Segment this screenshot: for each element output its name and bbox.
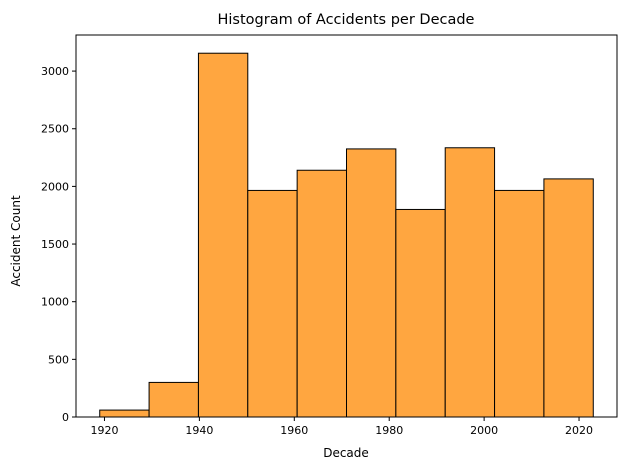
x-tick-label: 1920 xyxy=(90,424,118,437)
x-axis-ticks: 1920 1940 1960 1980 2000 2020 xyxy=(90,417,593,437)
y-tick-label: 1500 xyxy=(41,238,69,251)
plot-frame xyxy=(75,34,618,418)
y-tick-label: 1000 xyxy=(41,296,69,309)
x-tick-label: 1960 xyxy=(280,424,308,437)
bars-group xyxy=(99,52,594,418)
x-tick-label: 2000 xyxy=(470,424,498,437)
x-axis-label: Decade xyxy=(323,446,369,460)
y-axis-label: Accident Count xyxy=(9,195,23,287)
y-tick-label: 500 xyxy=(48,353,69,366)
histogram-bar xyxy=(99,409,150,418)
chart-title: Histogram of Accidents per Decade xyxy=(218,12,475,28)
y-tick-label: 3000 xyxy=(41,65,69,78)
histogram-bar xyxy=(296,169,347,418)
x-tick-label: 1940 xyxy=(185,424,213,437)
histogram-bar xyxy=(395,208,446,418)
histogram-bar xyxy=(197,52,249,418)
y-tick-label: 2500 xyxy=(41,123,69,136)
histogram-bar xyxy=(247,189,298,418)
y-tick-label: 0 xyxy=(62,411,69,424)
histogram-bar xyxy=(543,178,594,418)
x-tick-label: 1980 xyxy=(375,424,403,437)
histogram-bar xyxy=(148,381,199,418)
y-axis-ticks: 0 500 1000 1500 2000 2500 3000 xyxy=(41,65,76,424)
histogram-bar xyxy=(444,147,496,418)
y-tick-label: 2000 xyxy=(41,180,69,193)
histogram-bar xyxy=(346,148,397,418)
x-tick-label: 2020 xyxy=(565,424,593,437)
histogram-bar xyxy=(494,189,545,418)
